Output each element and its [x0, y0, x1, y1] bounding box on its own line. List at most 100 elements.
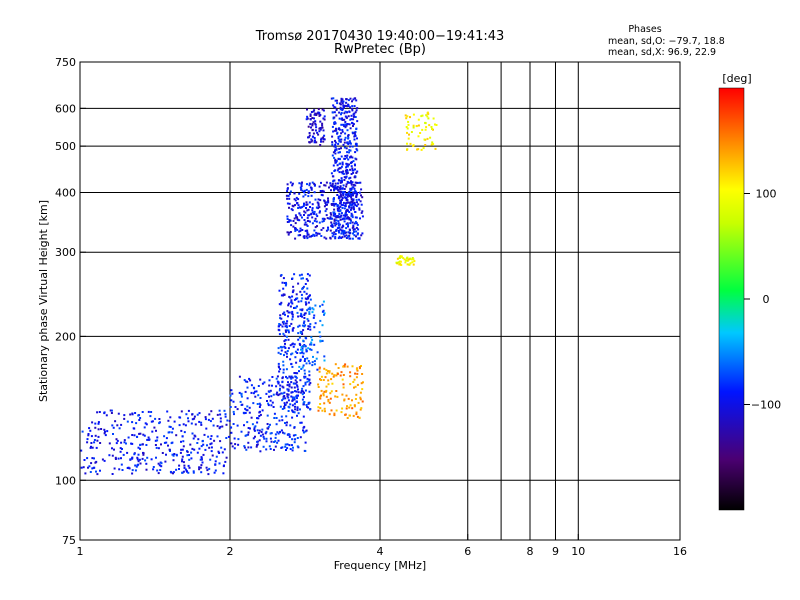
echo-point — [305, 223, 308, 226]
echo-point — [287, 315, 289, 318]
echo-point — [321, 122, 324, 125]
echo-point — [96, 439, 99, 442]
echo-point — [183, 466, 186, 469]
echo-point — [257, 385, 260, 387]
echo-point — [314, 129, 317, 132]
echo-point — [274, 433, 277, 436]
echo-point — [323, 313, 325, 316]
echo-point — [296, 297, 299, 300]
echo-point — [137, 414, 140, 417]
echo-point — [303, 325, 306, 328]
echo-point — [304, 441, 307, 444]
echo-point — [348, 110, 351, 113]
echo-point — [319, 319, 322, 322]
echo-point — [343, 188, 346, 190]
echo-point — [299, 234, 302, 237]
echo-point — [219, 413, 222, 416]
echo-point — [278, 393, 281, 396]
echo-point — [309, 325, 312, 328]
echo-point — [86, 438, 89, 441]
echo-point — [304, 450, 307, 452]
echo-point — [281, 281, 284, 284]
echo-point — [334, 185, 337, 188]
colorbar-label: [deg] — [722, 72, 751, 85]
echo-point — [316, 215, 319, 218]
echo-point — [250, 391, 253, 394]
echo-point — [297, 300, 300, 303]
echo-point — [344, 123, 347, 126]
echo-point — [319, 403, 322, 405]
echo-point — [120, 463, 123, 466]
echo-point — [361, 373, 364, 375]
echo-point — [354, 398, 357, 400]
echo-point — [285, 424, 288, 427]
echo-point — [302, 205, 305, 208]
echo-point — [335, 215, 338, 218]
echo-point — [339, 151, 341, 154]
echo-point — [253, 387, 256, 390]
echo-point — [290, 322, 293, 325]
echo-point — [320, 379, 323, 381]
echo-point — [299, 358, 302, 361]
echo-point — [302, 285, 305, 288]
echo-point — [355, 158, 358, 161]
echo-point — [335, 161, 338, 164]
echo-point — [337, 230, 340, 232]
echo-point — [324, 390, 327, 393]
echo-point — [338, 191, 341, 193]
echo-point — [304, 381, 307, 384]
echo-point — [111, 447, 113, 450]
echo-point — [406, 131, 408, 134]
echo-point — [261, 382, 264, 385]
echo-point — [158, 422, 161, 425]
echo-point — [319, 407, 322, 410]
echo-point — [266, 400, 268, 402]
echo-point — [310, 341, 313, 344]
echo-point — [297, 282, 300, 285]
chart-title-line2: RwPretec (Bp) — [334, 42, 426, 57]
echo-point — [406, 142, 408, 145]
echo-point — [349, 208, 352, 211]
echo-point — [291, 416, 294, 419]
echo-point — [333, 156, 336, 159]
echo-point — [352, 171, 355, 174]
echo-point — [286, 197, 289, 200]
echo-point — [346, 365, 349, 368]
echo-point — [204, 448, 207, 451]
echo-point — [314, 217, 317, 220]
echo-point — [113, 467, 116, 470]
echo-point — [291, 318, 294, 321]
echo-point — [332, 375, 335, 378]
echo-point — [110, 409, 113, 412]
echo-point — [342, 123, 345, 126]
echo-point — [246, 380, 249, 383]
echo-point — [253, 390, 256, 393]
echo-point — [301, 206, 304, 209]
echo-point — [182, 423, 185, 426]
echo-point — [348, 177, 351, 180]
echo-point — [308, 134, 311, 137]
echo-point — [112, 426, 115, 429]
echo-point — [98, 411, 101, 413]
echo-point — [284, 397, 287, 400]
echo-point — [320, 235, 323, 237]
echo-point — [178, 468, 180, 470]
echo-point — [331, 232, 334, 235]
echo-point — [361, 388, 364, 391]
echo-point — [353, 386, 355, 389]
echo-point — [349, 106, 352, 109]
echo-point — [294, 405, 296, 408]
echo-point — [341, 163, 344, 166]
echo-point — [294, 372, 297, 375]
echo-point — [319, 190, 322, 192]
echo-point — [266, 414, 269, 417]
echo-point — [89, 471, 92, 473]
echo-point — [286, 377, 289, 380]
echo-point — [323, 390, 326, 393]
echo-point — [302, 396, 305, 399]
echo-point — [231, 445, 234, 448]
echo-point — [296, 228, 299, 231]
echo-point — [243, 445, 246, 448]
echo-point — [252, 402, 255, 405]
echo-point — [314, 226, 317, 229]
